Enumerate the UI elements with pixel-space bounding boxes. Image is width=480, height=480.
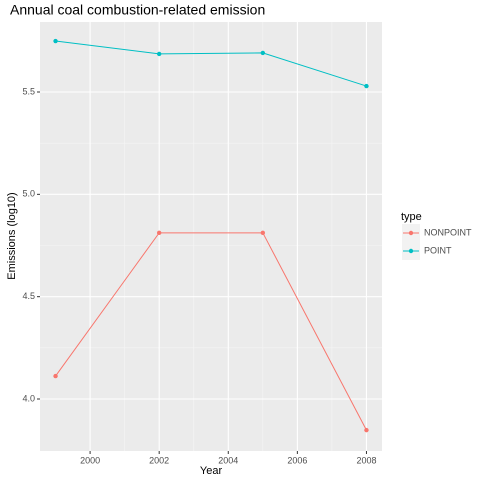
data-point [364,83,369,89]
x-tick-label: 2008 [356,455,376,465]
data-point [260,230,266,236]
y-tick-label: 5.0 [22,189,35,199]
chart-title: Annual coal combustion-related emission [10,2,265,18]
y-tick-label: 5.5 [22,86,35,96]
legend-label: NONPOINT [424,227,472,237]
x-tick-label: 2004 [218,455,238,465]
data-point [364,427,369,433]
x-tick-label: 2000 [80,455,100,465]
legend-point [408,230,414,236]
data-point [156,230,162,236]
legend-label: POINT [424,245,452,255]
x-tick-label: 2002 [149,455,169,465]
plot-panel [40,22,382,451]
data-point [53,373,58,379]
y-tick-label: 4.0 [22,393,35,403]
series-line [55,232,367,431]
data-point [53,38,58,44]
legend-title: type [401,211,422,223]
x-tick-label: 2006 [287,455,307,465]
series-line [55,40,367,87]
legend-point [408,248,414,254]
y-axis-label: Emissions (log10) [6,192,18,279]
y-tick-label: 4.5 [22,291,35,301]
x-axis-label: Year [200,465,223,477]
data-point [260,50,266,56]
data-point [156,51,162,57]
